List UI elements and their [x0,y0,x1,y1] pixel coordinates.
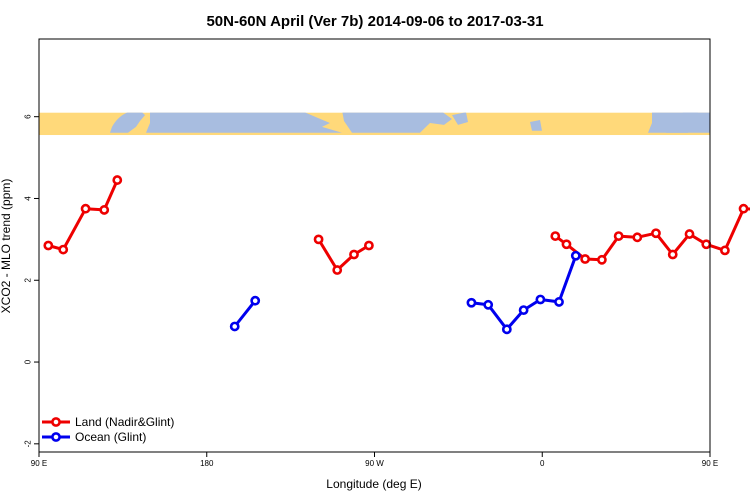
data-point [651,228,661,239]
data-point [80,203,91,214]
data-point [632,232,643,243]
y-tick-label: 0 [24,359,33,364]
data-point [701,239,712,250]
data-point [667,249,678,260]
data-point [535,294,546,305]
y-tick-label: 6 [24,114,33,119]
data-point [501,324,512,335]
x-axis: 90 E 180 90 W 0 90 E [31,452,718,468]
series-land [43,175,750,275]
data-point [364,240,374,251]
data-point [554,297,564,307]
data-point [250,295,261,306]
legend-marker [51,417,61,427]
data-point [684,229,695,239]
series-ocean [229,250,581,335]
data-point [112,175,123,185]
data-point [518,305,529,316]
legend: Land (Nadir&Glint)Ocean (Glint) [42,415,174,444]
data-point [720,245,730,256]
series-line-segment [317,238,370,272]
y-tick-label: 2 [24,277,33,282]
data-point [466,297,477,308]
data-point [313,234,324,245]
data-point [580,254,591,264]
data-point [596,254,607,265]
legend-marker [51,432,61,442]
legend-label: Land (Nadir&Glint) [75,415,174,429]
x-tick-label: 0 [540,459,545,468]
data-point [738,203,749,214]
map-ocean [110,112,710,133]
data-point [349,249,359,260]
y-tick-label: -2 [24,440,33,448]
y-tick-label: 4 [24,196,33,201]
y-axis-label: XCO2 - MLO trend (ppm) [0,179,13,314]
x-tick-label: 90 E [31,459,47,468]
x-tick-label: 90 E [702,459,718,468]
data-point [483,299,494,310]
x-tick-label: 90 W [365,459,384,468]
data-point [561,239,572,250]
data-point [43,240,54,251]
legend-label: Ocean (Glint) [75,430,146,444]
y-axis: -2 0 2 4 6 [24,114,39,448]
data-point [332,265,343,275]
x-tick-label: 180 [200,459,214,468]
plot-lines [43,175,750,335]
data-point [229,321,240,332]
series-line-segment [233,299,257,328]
data-point [58,244,69,255]
data-point [550,231,561,241]
data-point [99,205,110,215]
data-point [613,231,624,241]
chart-title: 50N-60N April (Ver 7b) 2014-09-06 to 201… [206,13,543,30]
data-point [570,250,581,261]
world-map-band [39,112,710,136]
x-axis-label: Longitude (deg E) [326,477,421,491]
